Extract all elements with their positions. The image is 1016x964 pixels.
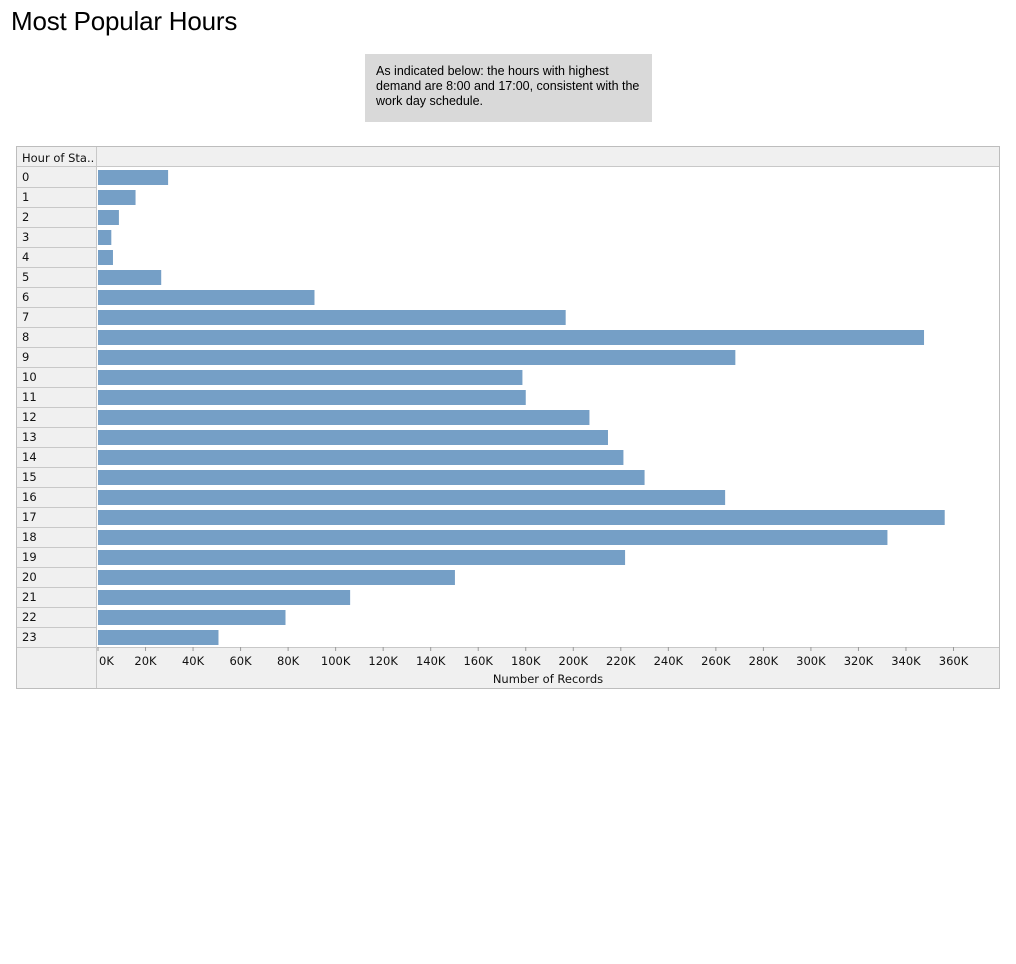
bar-hour-16[interactable] bbox=[98, 490, 726, 505]
bar-hour-15[interactable] bbox=[98, 470, 645, 485]
page-title: Most Popular Hours bbox=[11, 6, 238, 36]
row-label: 4 bbox=[22, 250, 29, 264]
x-axis-ticks: 0K 20K 40K 60K 80K 100K 120K 140K 160K 180K 200K 22… bbox=[97, 647, 969, 668]
chart-bars bbox=[98, 170, 945, 645]
x-tick-label: 260K bbox=[701, 654, 731, 668]
row-label: 19 bbox=[22, 550, 37, 564]
row-label: 11 bbox=[22, 390, 37, 404]
row-label: 16 bbox=[22, 490, 37, 504]
row-label: 7 bbox=[22, 310, 29, 324]
x-axis-title: Number of Records bbox=[493, 672, 603, 686]
row-label: 9 bbox=[22, 350, 29, 364]
annotation-text: As indicated below: the hours with highe… bbox=[376, 64, 640, 108]
bar-hour-14[interactable] bbox=[98, 450, 624, 465]
x-tick-label: 0K bbox=[99, 654, 114, 668]
row-label: 2 bbox=[22, 210, 29, 224]
row-label: 20 bbox=[22, 570, 37, 584]
x-tick-label: 180K bbox=[511, 654, 541, 668]
chart-svg: Hour of Sta.. 01234567891011121314151617… bbox=[17, 147, 999, 688]
bar-hour-1[interactable] bbox=[98, 190, 136, 205]
x-tick-label: 340K bbox=[891, 654, 921, 668]
bar-hour-22[interactable] bbox=[98, 610, 286, 625]
bar-hour-20[interactable] bbox=[98, 570, 455, 585]
bar-hour-0[interactable] bbox=[98, 170, 169, 185]
bar-hour-21[interactable] bbox=[98, 590, 351, 605]
row-label: 3 bbox=[22, 230, 29, 244]
x-tick-label: 360K bbox=[939, 654, 969, 668]
row-label: 6 bbox=[22, 290, 29, 304]
row-header-label: Hour of Sta.. bbox=[22, 151, 94, 165]
x-tick-label: 300K bbox=[796, 654, 826, 668]
bar-hour-9[interactable] bbox=[98, 350, 736, 365]
row-label: 23 bbox=[22, 630, 37, 644]
bar-hour-13[interactable] bbox=[98, 430, 608, 445]
row-label: 21 bbox=[22, 590, 37, 604]
x-tick-label: 220K bbox=[606, 654, 636, 668]
bar-hour-3[interactable] bbox=[98, 230, 112, 245]
bar-hour-2[interactable] bbox=[98, 210, 119, 225]
row-label: 10 bbox=[22, 370, 37, 384]
x-tick-label: 80K bbox=[277, 654, 300, 668]
x-tick-label: 240K bbox=[654, 654, 684, 668]
x-tick-label: 280K bbox=[749, 654, 779, 668]
x-tick-label: 60K bbox=[229, 654, 252, 668]
row-label: 1 bbox=[22, 190, 29, 204]
x-tick-label: 320K bbox=[844, 654, 874, 668]
bar-hour-8[interactable] bbox=[98, 330, 925, 345]
row-label: 22 bbox=[22, 610, 37, 624]
row-label: 0 bbox=[22, 170, 29, 184]
bar-hour-23[interactable] bbox=[98, 630, 219, 645]
x-tick-label: 200K bbox=[559, 654, 589, 668]
row-label: 5 bbox=[22, 270, 29, 284]
bar-chart[interactable]: Hour of Sta.. 0 1 2 3 4 5 6 7 8 9 10 11 12 13 14 15 16 17… bbox=[16, 146, 1000, 689]
x-tick-label: 40K bbox=[182, 654, 205, 668]
x-tick-label: 100K bbox=[321, 654, 351, 668]
x-tick-label: 120K bbox=[368, 654, 398, 668]
bar-hour-7[interactable] bbox=[98, 310, 566, 325]
header-band bbox=[17, 147, 999, 167]
bar-hour-10[interactable] bbox=[98, 370, 523, 385]
row-label: 8 bbox=[22, 330, 29, 344]
x-tick-label: 140K bbox=[416, 654, 446, 668]
bar-hour-11[interactable] bbox=[98, 390, 526, 405]
bar-hour-5[interactable] bbox=[98, 270, 162, 285]
row-label: 15 bbox=[22, 470, 37, 484]
bar-hour-6[interactable] bbox=[98, 290, 315, 305]
row-label: 17 bbox=[22, 510, 37, 524]
axis-band bbox=[97, 647, 999, 688]
bar-hour-19[interactable] bbox=[98, 550, 626, 565]
x-tick-label: 20K bbox=[134, 654, 157, 668]
bar-hour-17[interactable] bbox=[98, 510, 945, 525]
bar-hour-4[interactable] bbox=[98, 250, 113, 265]
row-label: 18 bbox=[22, 530, 37, 544]
bar-hour-12[interactable] bbox=[98, 410, 590, 425]
row-label: 14 bbox=[22, 450, 37, 464]
x-tick-label: 160K bbox=[463, 654, 493, 668]
row-label: 13 bbox=[22, 430, 37, 444]
bar-hour-18[interactable] bbox=[98, 530, 888, 545]
annotation-box: As indicated below: the hours with highe… bbox=[365, 54, 652, 122]
row-label: 12 bbox=[22, 410, 37, 424]
